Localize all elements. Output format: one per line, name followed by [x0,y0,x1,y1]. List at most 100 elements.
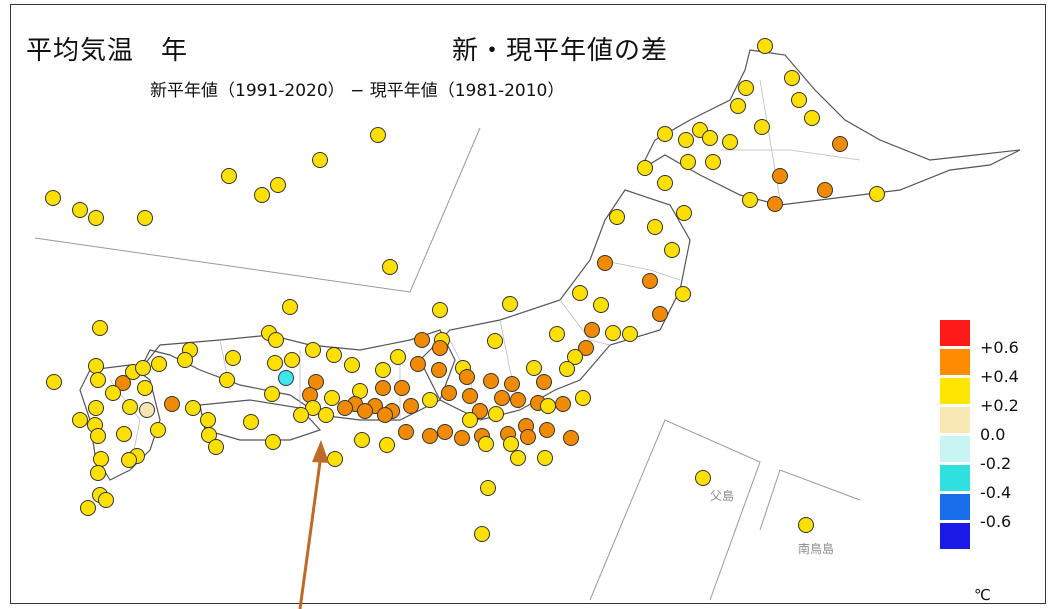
title-main: 平均気温 年 [26,36,189,66]
station-marker [563,430,579,446]
station-marker [584,322,600,338]
station-marker [185,400,201,416]
station-marker [678,132,694,148]
station-marker [225,350,241,366]
station-marker [791,92,807,108]
station-marker [305,400,321,416]
station-marker [494,390,510,406]
annotation-arrow [298,440,329,609]
station-marker [414,332,430,348]
title-subtitle: 新平年値（1991-2020） − 現平年値（1981-2010） [150,81,565,101]
legend-label: -0.4 [980,483,1012,502]
station-marker [705,154,721,170]
station-marker [410,356,426,372]
station-marker [337,400,353,416]
station-marker [305,342,321,358]
station-marker [93,451,109,467]
station-marker [504,376,520,392]
minamitorishima-label: 南鳥島 [798,541,834,556]
station-marker [605,325,621,341]
station-marker [270,177,286,193]
legend-label: 0.0 [980,425,1006,444]
station-marker [137,210,153,226]
legend-swatch [940,436,970,462]
station-marker [539,422,555,438]
station-marker [478,436,494,452]
station-marker [772,168,788,184]
title-right: 新・現平年値の差 [452,36,669,66]
station-marker [46,374,62,390]
station-marker [459,369,475,385]
station-marker [398,424,414,440]
station-marker [695,470,711,486]
station-marker [278,370,294,386]
station-marker [200,412,216,428]
station-marker [422,428,438,444]
station-marker [116,426,132,442]
station-marker [137,380,153,396]
station-marker [370,127,386,143]
station-marker [657,175,673,191]
legend-swatch [940,494,970,520]
station-marker [487,333,503,349]
station-marker [219,372,235,388]
station-marker [738,80,754,96]
station-marker [804,110,820,126]
station-marker [394,380,410,396]
station-marker [757,38,773,54]
station-marker [503,436,519,452]
station-marker [784,70,800,86]
legend-swatch [940,523,970,549]
station-marker [578,340,594,356]
station-marker [472,403,488,419]
station-marker [265,434,281,450]
legend-label: +0.6 [980,338,1019,357]
station-marker [72,202,88,218]
station-marker [549,326,565,342]
station-marker [208,439,224,455]
station-marker [510,392,526,408]
station-markers [45,38,885,542]
legend-unit: ℃ [974,586,991,604]
station-marker [437,424,453,440]
station-marker [264,386,280,402]
station-marker [567,349,583,365]
station-marker [642,273,658,289]
station-marker [122,399,138,415]
station-marker [375,362,391,378]
station-marker [593,297,609,313]
station-marker [422,392,438,408]
station-marker [243,414,259,430]
station-marker [105,385,121,401]
station-marker [742,192,758,208]
station-marker [537,450,553,466]
station-marker [354,432,370,448]
legend-swatch [940,407,970,433]
station-marker [282,299,298,315]
station-marker [72,412,88,428]
station-marker [441,385,457,401]
station-marker [88,358,104,374]
station-marker [90,465,106,481]
station-marker [502,296,518,312]
station-marker [403,398,419,414]
station-marker [676,205,692,221]
station-marker [454,430,470,446]
station-marker [318,407,334,423]
station-marker [652,306,668,322]
station-marker [722,134,738,150]
station-marker [474,526,490,542]
station-marker [45,190,61,206]
station-marker [540,398,556,414]
station-marker [462,388,478,404]
station-marker [432,340,448,356]
station-marker [201,427,217,443]
station-marker [702,130,718,146]
station-marker [432,302,448,318]
inset-lines [34,127,861,601]
station-marker [480,480,496,496]
station-marker [377,407,393,423]
legend-swatch [940,465,970,491]
station-marker [798,517,814,533]
station-marker [344,357,360,373]
